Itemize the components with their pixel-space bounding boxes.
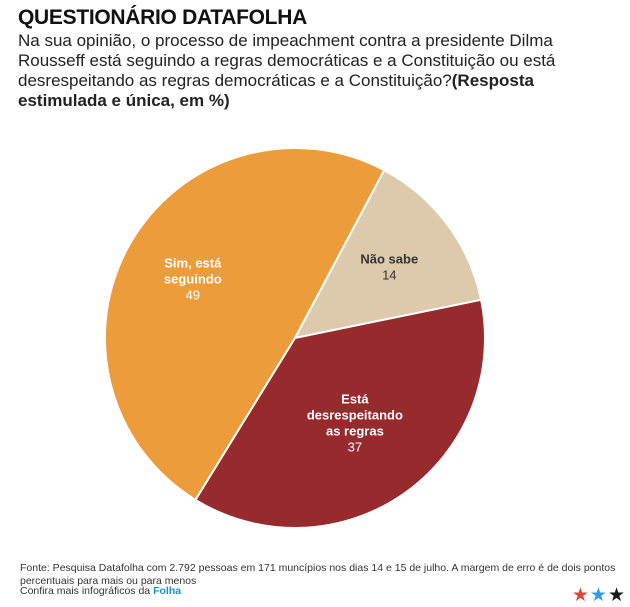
pie-slice-0	[103, 146, 386, 502]
question-body: Na sua opinião, o processo de impeachmen…	[18, 31, 556, 90]
slice-label-line: seguindo	[164, 272, 222, 287]
star-black-icon: ★	[607, 585, 626, 606]
pie-slice-2	[194, 298, 486, 529]
slice-value: 37	[348, 440, 362, 455]
star-red-icon: ★	[571, 585, 590, 606]
stars-logo: ★★★	[572, 584, 626, 607]
slice-value: 14	[382, 267, 396, 282]
question-emphasis: (Resposta estimulada e única, em %)	[18, 71, 534, 110]
slice-label-line: Sim, está	[164, 256, 222, 271]
slice-label-line: Está	[341, 392, 369, 407]
pie-slice-1	[293, 168, 483, 340]
star-blue-icon: ★	[589, 585, 608, 606]
folha-link[interactable]: Folha	[153, 585, 182, 597]
slice-label-line: Não sabe	[360, 251, 418, 266]
question-text: Na sua opinião, o processo de impeachmen…	[18, 31, 618, 111]
slice-label-line: as regras	[326, 424, 384, 439]
more-infographics: Confira mais infográficos da Folha	[20, 585, 181, 597]
more-infographics-text: Confira mais infográficos da	[20, 585, 151, 597]
page-title: QUESTIONÁRIO DATAFOLHA	[18, 6, 307, 29]
slice-label-line: desrespeitando	[307, 408, 403, 423]
source-note: Fonte: Pesquisa Datafolha com 2.792 pess…	[20, 562, 616, 587]
slice-value: 49	[186, 288, 200, 303]
